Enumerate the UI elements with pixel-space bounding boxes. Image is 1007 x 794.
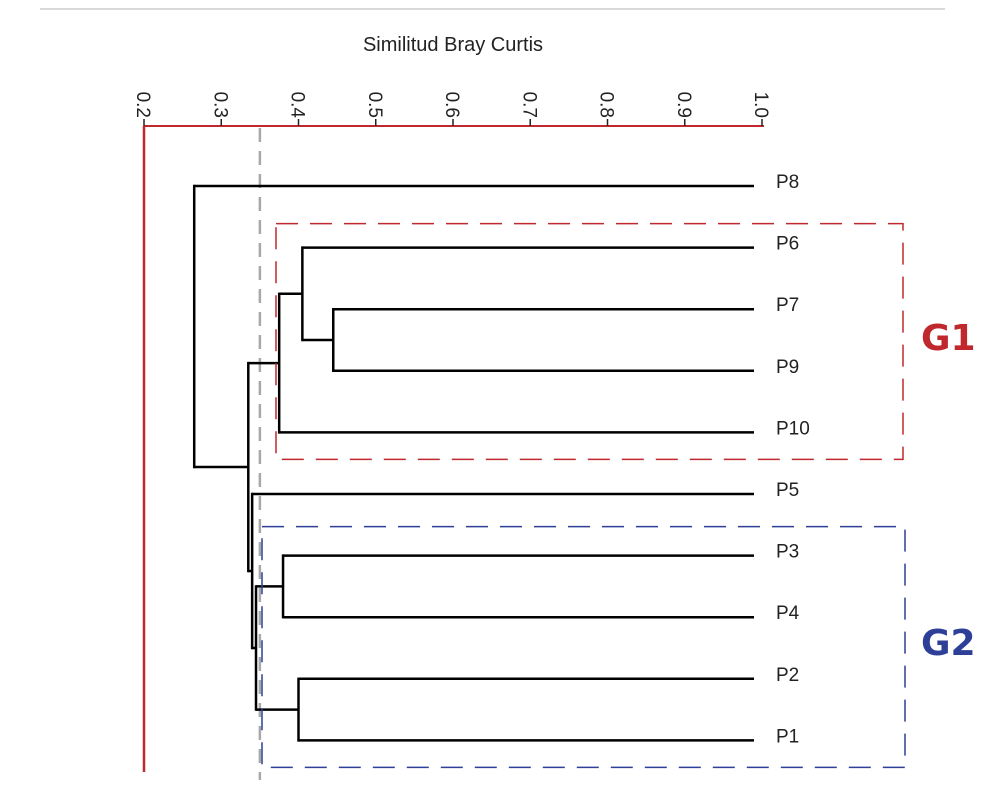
group-label-g2: G2 bbox=[921, 623, 976, 664]
tick-label: 0.8 bbox=[596, 92, 617, 118]
tick-label: 0.6 bbox=[441, 92, 462, 118]
leaf-label-p3: P3 bbox=[776, 542, 799, 563]
top-divider bbox=[40, 8, 945, 10]
tick-label: 0.9 bbox=[673, 92, 694, 118]
leaf-label-p1: P1 bbox=[776, 726, 799, 747]
chart-title: Similitud Bray Curtis bbox=[362, 34, 544, 56]
tick-label: 0.4 bbox=[287, 92, 308, 119]
leaf-label-p5: P5 bbox=[776, 480, 799, 501]
group-box-g1 bbox=[275, 222, 904, 461]
tick-label: 0.7 bbox=[518, 92, 539, 118]
leaf-label-p9: P9 bbox=[776, 357, 799, 378]
leaf-label-p4: P4 bbox=[776, 603, 800, 624]
leaf-label-p2: P2 bbox=[776, 665, 799, 686]
group-label-g1: G1 bbox=[921, 317, 976, 359]
leaf-label-p7: P7 bbox=[776, 295, 799, 316]
tick-label: 1.0 bbox=[750, 92, 771, 118]
tick-label: 0.5 bbox=[364, 92, 385, 118]
group-box-g2 bbox=[261, 525, 906, 769]
tick-label: 0.3 bbox=[209, 92, 230, 118]
leaf-label-p10: P10 bbox=[776, 418, 810, 439]
leaf-label-p6: P6 bbox=[776, 234, 799, 255]
tick-label: 0.2 bbox=[132, 92, 153, 118]
leaf-label-p8: P8 bbox=[776, 172, 799, 193]
